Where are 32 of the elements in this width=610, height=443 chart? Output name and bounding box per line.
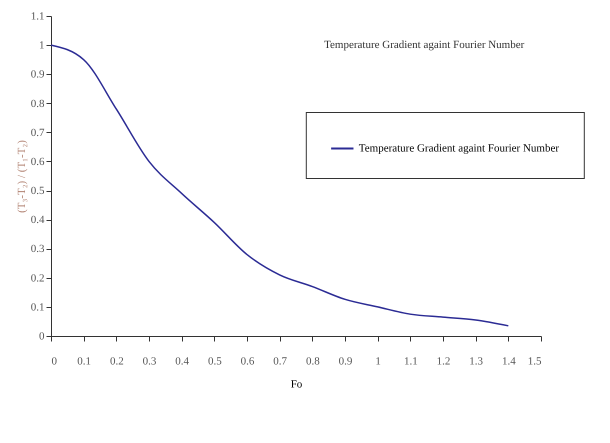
x-tick-label: 0.9: [338, 356, 353, 368]
x-tick-label: 0.2: [110, 356, 124, 368]
x-tick-label: 0: [52, 356, 58, 368]
y-tick-label: 0.8: [30, 98, 45, 110]
x-tick-label: 1.1: [404, 356, 418, 368]
y-tick-label: 1: [39, 40, 44, 52]
y-tick-label: 0.7: [30, 126, 45, 139]
y-tick-label: 0.1: [30, 301, 44, 314]
x-tick-label: 0.5: [208, 356, 222, 368]
x-tick-label: 0.7: [273, 356, 288, 368]
x-tick-label: 1.3: [469, 356, 484, 368]
x-tick-label: 1: [375, 356, 381, 368]
y-tick-label: 0.4: [30, 214, 45, 226]
y-tick-label: 0.2: [30, 272, 44, 284]
x-tick-label: 0.6: [240, 356, 255, 368]
y-tick-label: 0.5: [30, 185, 45, 198]
x-axis-title: Fo: [290, 378, 303, 390]
y-tick-label: 0.6: [30, 156, 45, 168]
text: Temperature Gradient againt Fourier Number: [324, 39, 525, 51]
x-tick-label: 0.1: [77, 356, 92, 368]
legend-label: Temperature Gradient againt Fourier Number: [358, 142, 560, 154]
y-tick-label: 1.1: [30, 10, 44, 22]
x-tick-label: 1.5: [528, 356, 542, 368]
x-tick-label: 0.3: [142, 356, 157, 368]
y-tick-label: 0: [39, 330, 45, 342]
y-tick-label: 0.9: [30, 68, 45, 81]
x-tick-label: 1.2: [436, 356, 450, 368]
y-tick-label: 0.3: [30, 243, 45, 256]
x-tick-label: 0.8: [306, 356, 320, 368]
y-axis-title: (T₃-T₂) / (T₁-T₂): [16, 140, 28, 213]
x-tick-label: 0.4: [175, 356, 190, 368]
x-tick-label: 1.4: [502, 356, 516, 368]
